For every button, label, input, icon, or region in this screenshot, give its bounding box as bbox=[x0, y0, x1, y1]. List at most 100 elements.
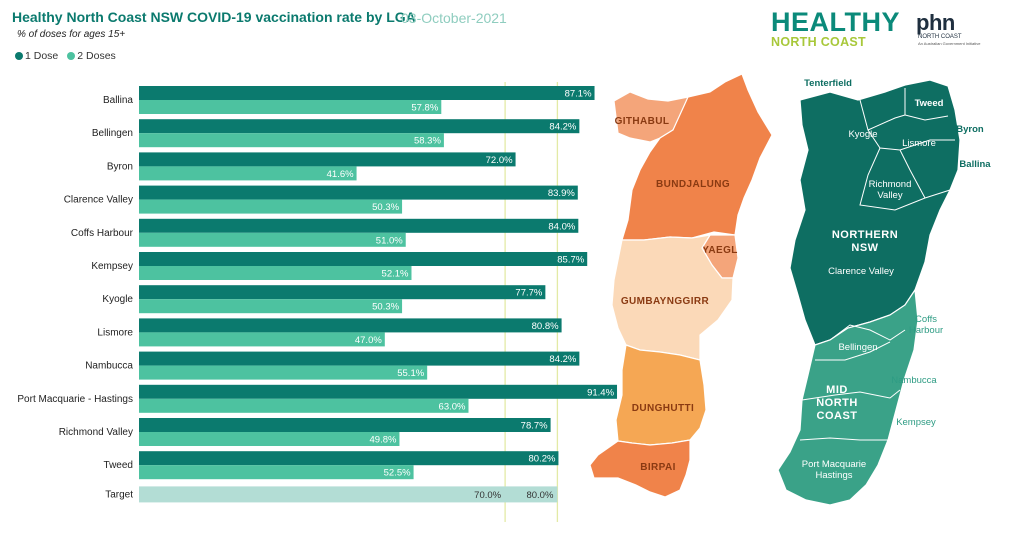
lga-border bbox=[799, 437, 888, 441]
bar-group-nambucca: Nambucca 84.2% 55.1% bbox=[85, 351, 580, 380]
bar-group-kyogle: Kyogle 77.7% 50.3% bbox=[102, 285, 546, 314]
page-subtitle: % of doses for ages 15+ bbox=[17, 29, 126, 40]
logo-phn-gov-text: An Australian Government Initiative bbox=[918, 41, 981, 46]
category-label: Target bbox=[105, 489, 133, 500]
healthy-north-coast-logo: HEALTHY NORTH COAST bbox=[771, 9, 900, 53]
legend-label-1-dose: 1 Dose bbox=[25, 50, 59, 62]
lga-border bbox=[859, 147, 951, 211]
data-label-2-doses: 50.3% bbox=[372, 202, 399, 213]
legend-swatch-1-dose bbox=[15, 52, 23, 60]
lga-label: Tenterfield bbox=[804, 78, 852, 89]
category-label: Richmond Valley bbox=[59, 427, 133, 438]
bar-group-richmond-valley: Richmond Valley 78.7% 49.8% bbox=[59, 418, 551, 446]
lga-label: Bellingen bbox=[838, 342, 877, 353]
nation-label: YAEGL bbox=[702, 245, 738, 256]
data-label-2-doses: 52.1% bbox=[382, 269, 409, 280]
data-label-2-doses: 57.8% bbox=[411, 103, 438, 114]
data-label-1-dose: 80.2% bbox=[529, 454, 556, 465]
bar-2-doses bbox=[139, 299, 403, 314]
data-label-2-doses: 51.0% bbox=[376, 235, 403, 246]
legend-item-2-doses[interactable]: 2 Doses bbox=[67, 50, 116, 62]
nation-label: DUNGHUTTI bbox=[632, 403, 694, 414]
lga-label: Kyogle bbox=[848, 129, 877, 140]
lga-label: Clarence Valley bbox=[828, 266, 894, 277]
nation-shape bbox=[611, 234, 734, 361]
legend-label-2-doses: 2 Doses bbox=[77, 50, 116, 62]
bar-2-doses bbox=[139, 465, 414, 480]
category-label: Kempsey bbox=[91, 261, 133, 272]
lga-label: Byron bbox=[956, 124, 984, 135]
region-mid-north-coast bbox=[777, 288, 919, 506]
logo-phn-subtext: NORTH COAST bbox=[918, 34, 962, 40]
data-label-1-dose: 84.0% bbox=[548, 221, 575, 232]
lga-border bbox=[867, 114, 906, 131]
category-label: Port Macquarie - Hastings bbox=[17, 394, 133, 405]
target-row: Target 70.0% 80.0% bbox=[105, 486, 558, 503]
report-date: 03-October-2021 bbox=[401, 10, 507, 26]
data-label-1-dose: 72.0% bbox=[486, 155, 513, 166]
nation-label: GUMBAYNGGIRR bbox=[621, 296, 710, 307]
data-label-1-dose: 91.4% bbox=[587, 387, 614, 398]
lga-label: Lismore bbox=[902, 138, 936, 149]
bar-1-dose bbox=[139, 218, 579, 233]
data-label-1-dose: 78.7% bbox=[521, 421, 548, 432]
bar-2-doses bbox=[139, 266, 412, 280]
bar-2-doses bbox=[139, 100, 442, 114]
data-label-1-dose: 85.7% bbox=[557, 255, 584, 266]
bar-2-doses bbox=[139, 232, 406, 247]
logo-phn-text: phn bbox=[916, 10, 955, 35]
bar-group-ballina: Ballina 87.1% 57.8% bbox=[103, 86, 595, 114]
lga-border bbox=[859, 99, 955, 151]
lga-border bbox=[904, 88, 949, 121]
bar-group-clarence-valley: Clarence Valley 83.9% 50.3% bbox=[64, 185, 578, 214]
bar-1-dose bbox=[139, 451, 559, 466]
logo-north-coast-text: NORTH COAST bbox=[771, 35, 866, 49]
bar-group-tweed: Tweed 80.2% 52.5% bbox=[104, 451, 559, 480]
bar-1-dose bbox=[139, 185, 578, 200]
lga-label: Port Macquarie Hastings bbox=[802, 459, 866, 481]
category-label: Bellingen bbox=[92, 128, 133, 139]
bar-2-doses bbox=[139, 365, 428, 380]
bar-1-dose bbox=[139, 384, 618, 399]
category-label: Lismore bbox=[97, 327, 133, 338]
category-label: Tweed bbox=[104, 460, 133, 471]
bar-group-coffs-harbour: Coffs Harbour 84.0% 51.0% bbox=[71, 218, 579, 247]
lga-label: Coffs Harbour bbox=[909, 314, 943, 336]
nation-shape bbox=[615, 344, 707, 446]
data-label-2-doses: 63.0% bbox=[439, 401, 466, 412]
nation-region-gumbaynggirr: GUMBAYNGGIRR bbox=[611, 234, 734, 361]
target-value-label: 80.0% bbox=[526, 490, 553, 501]
target-value-label: 70.0% bbox=[474, 490, 501, 501]
bar-2-doses bbox=[139, 332, 385, 347]
page-title: Healthy North Coast NSW COVID-19 vaccina… bbox=[12, 9, 416, 25]
nation-label: GITHABUL bbox=[615, 116, 670, 127]
bar-1-dose bbox=[139, 318, 562, 333]
data-label-1-dose: 83.9% bbox=[548, 188, 575, 199]
phn-logo: phn NORTH COAST An Australian Government… bbox=[916, 12, 986, 56]
legend-swatch-2-doses bbox=[67, 52, 76, 60]
category-label: Kyogle bbox=[102, 294, 133, 305]
region-shape bbox=[789, 79, 961, 346]
data-label-2-doses: 58.3% bbox=[414, 136, 441, 147]
nation-shape bbox=[621, 73, 773, 241]
bar-1-dose bbox=[139, 418, 551, 432]
data-label-2-doses: 49.8% bbox=[370, 435, 397, 446]
region-title: NORTHERN NSW bbox=[832, 229, 898, 254]
data-label-2-doses: 47.0% bbox=[355, 335, 382, 346]
category-label: Byron bbox=[107, 161, 133, 172]
bar-1-dose bbox=[139, 152, 516, 167]
lga-border bbox=[801, 389, 901, 401]
bar-2-doses bbox=[139, 432, 400, 446]
region-northern-nsw bbox=[789, 79, 961, 346]
bar-1-dose bbox=[139, 86, 595, 100]
legend-item-1-dose[interactable]: 1 Dose bbox=[15, 50, 58, 62]
nation-region-bundjalung: BUNDJALUNG bbox=[621, 73, 773, 241]
lga-label: Richmond Valley bbox=[869, 179, 912, 201]
category-label: Ballina bbox=[103, 95, 133, 106]
chart-legend: 1 Dose 2 Doses bbox=[15, 50, 120, 62]
bar-2-doses bbox=[139, 398, 469, 413]
region-shape bbox=[777, 288, 919, 506]
bar-1-dose bbox=[139, 351, 580, 366]
